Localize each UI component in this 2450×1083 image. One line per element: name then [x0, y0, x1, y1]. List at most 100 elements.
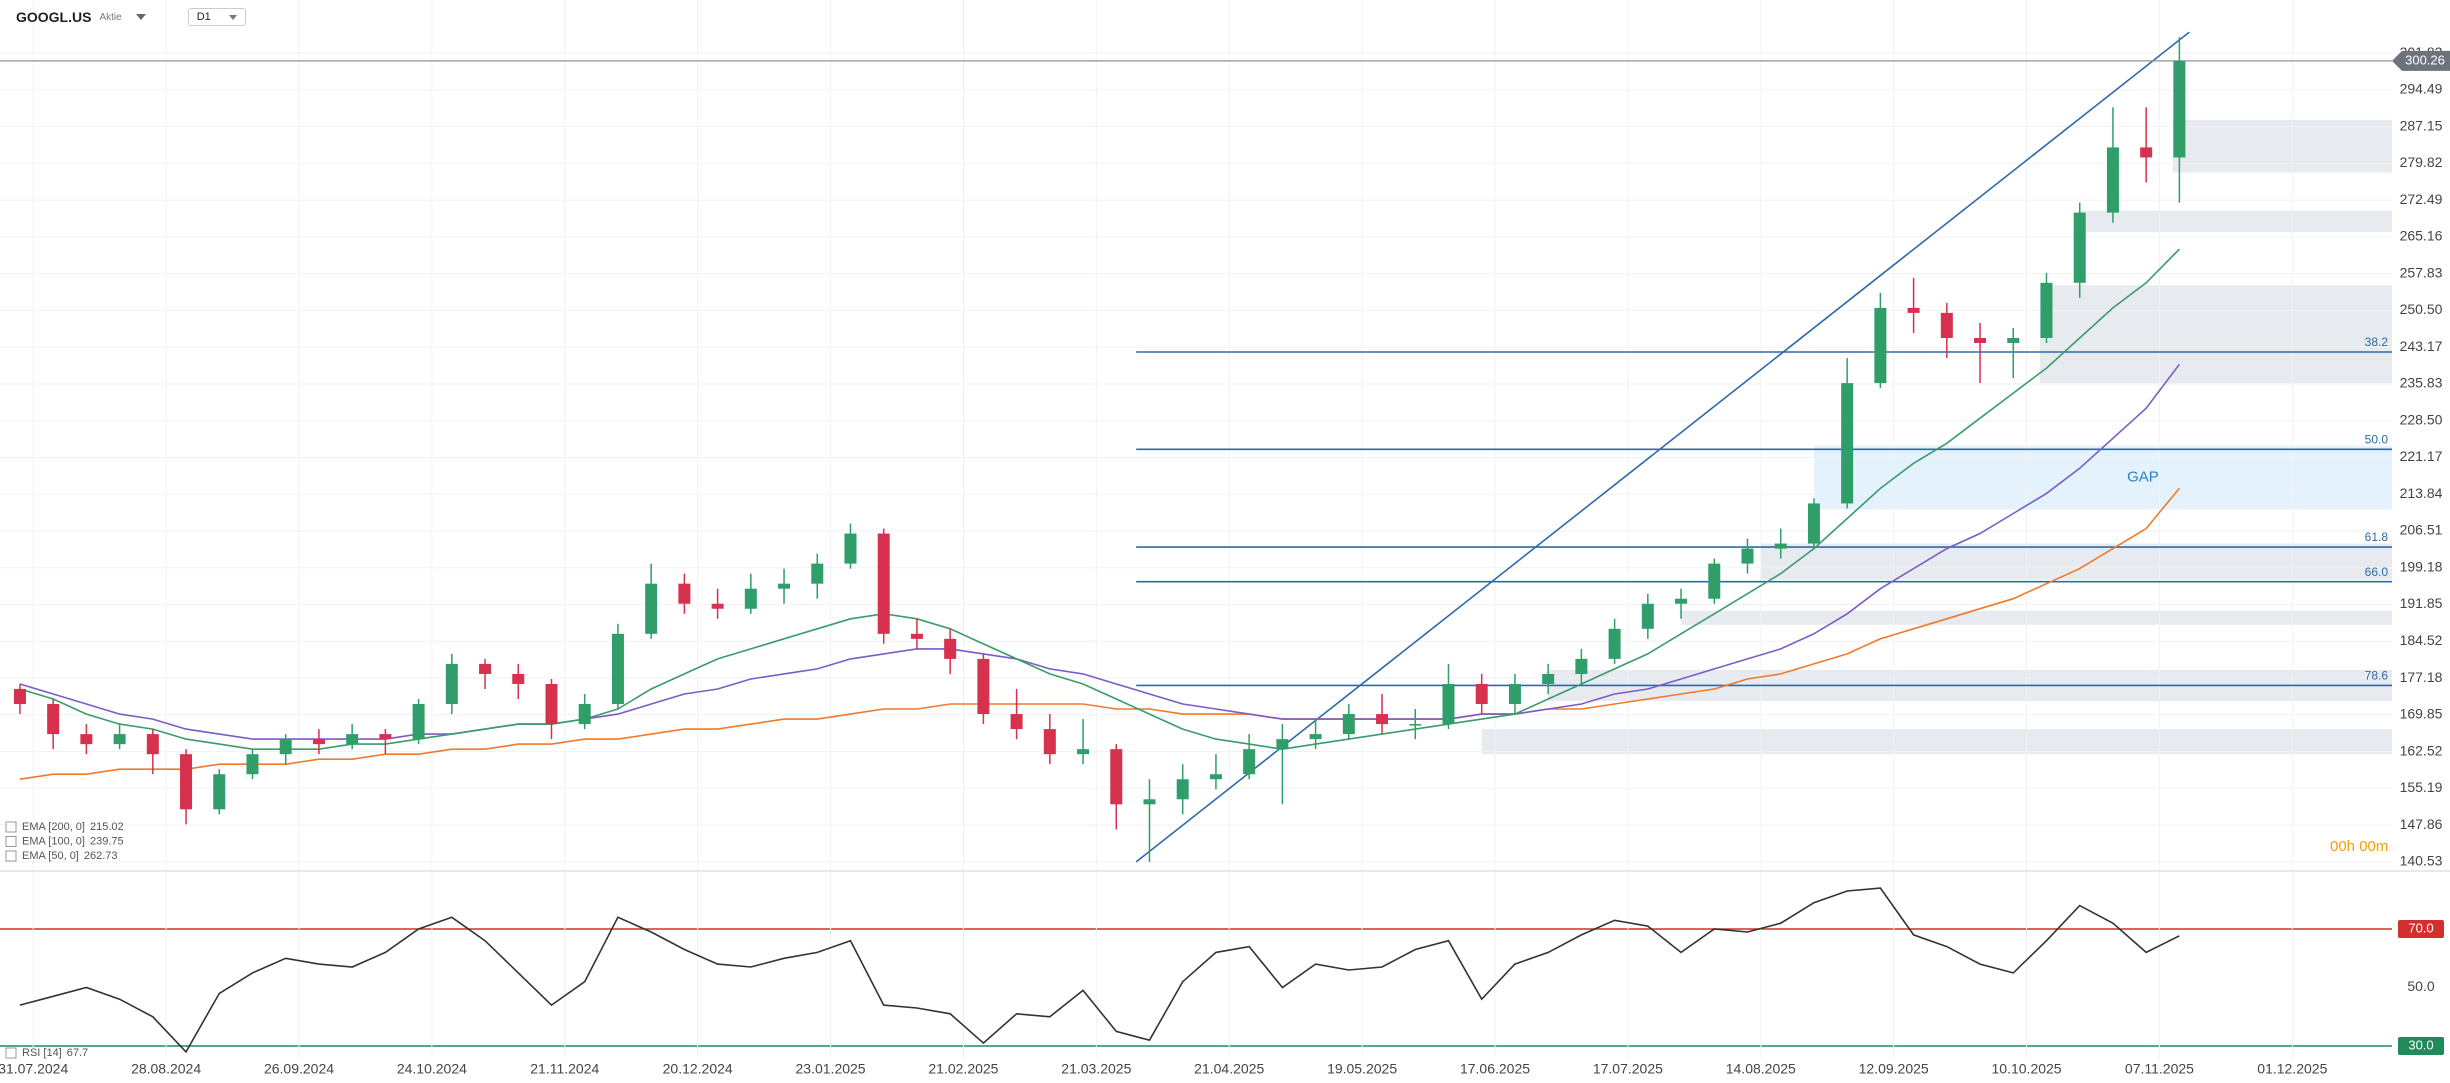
y-tick-label: 228.50 — [2400, 411, 2443, 427]
y-tick-label: 250.50 — [2400, 301, 2443, 317]
candle-body — [1641, 603, 1654, 629]
candle-body — [2040, 282, 2053, 338]
y-tick-label: 272.49 — [2400, 191, 2443, 207]
y-tick-label: 155.19 — [2400, 779, 2443, 795]
candle-body — [180, 754, 193, 810]
legend-icon — [5, 1047, 17, 1059]
candle-body — [1974, 337, 1987, 343]
fib-label: 38.2 — [2365, 335, 2389, 349]
candle-body — [1110, 749, 1123, 805]
y-tick-label: 206.51 — [2400, 522, 2443, 538]
candle-body — [1774, 543, 1787, 549]
candle-body — [1475, 683, 1488, 705]
candle-body — [312, 739, 325, 745]
candle-body — [944, 638, 957, 659]
candle-body — [1675, 598, 1688, 604]
y-tick-label: 235.83 — [2400, 375, 2443, 391]
candle-body — [2140, 147, 2153, 158]
candle-body — [811, 563, 824, 584]
candle-body — [246, 754, 259, 775]
candle-body — [1874, 307, 1887, 384]
candle-body — [113, 734, 126, 745]
symbol-dropdown[interactable] — [135, 14, 146, 20]
legend-value: 239.75 — [90, 835, 124, 847]
candle-body — [611, 633, 624, 705]
x-tick-label: 24.10.2024 — [397, 1061, 467, 1077]
x-tick-label: 19.05.2025 — [1327, 1061, 1397, 1077]
lines-layer — [19, 248, 2181, 1054]
candle-body — [1243, 749, 1256, 775]
candle-body — [13, 688, 26, 705]
legend-icon — [5, 836, 17, 847]
candle-body — [1741, 548, 1754, 564]
x-tick-label: 07.11.2025 — [2125, 1061, 2194, 1077]
candle-body — [711, 603, 724, 609]
candle-body — [80, 734, 93, 745]
marks-layer — [13, 37, 2186, 862]
candle-body — [479, 663, 492, 674]
trend-line — [1135, 31, 2190, 863]
y-tick-label: 287.15 — [2400, 117, 2443, 133]
zone — [1481, 729, 2392, 755]
y-tick-label: 213.84 — [2400, 485, 2443, 501]
legend-value: 67.7 — [67, 1047, 88, 1059]
candle-body — [1708, 563, 1721, 599]
x-tick-label: 21.04.2025 — [1194, 1061, 1264, 1077]
y-tick-label: 50.0 — [2407, 978, 2434, 994]
x-tick-label: 21.11.2024 — [530, 1061, 599, 1077]
legend-name: EMA [200, 0] — [22, 821, 85, 833]
y-tick-label: 199.18 — [2400, 558, 2443, 574]
candle-body — [512, 673, 525, 684]
legend-icon — [5, 821, 17, 833]
y-tick-label: 169.85 — [2400, 706, 2443, 722]
candle-body — [645, 583, 658, 634]
candle-body — [146, 734, 159, 755]
x-tick-label: 28.08.2024 — [131, 1061, 201, 1077]
candle-body — [346, 734, 359, 745]
candle-body — [1907, 307, 1920, 313]
y-tick-label: 162.52 — [2400, 742, 2443, 758]
legend-entry: EMA [100, 0] 239.75 — [22, 835, 124, 847]
candle-body — [545, 683, 558, 725]
legend-entry: EMA [50, 0] 262.73 — [22, 850, 118, 862]
x-tick-label: 01.12.2025 — [2257, 1061, 2327, 1077]
candle-body — [1508, 683, 1521, 705]
fib-label: 50.0 — [2365, 432, 2389, 446]
gap-label: GAP — [2127, 469, 2159, 486]
candle-body — [2007, 337, 2020, 343]
legend-name: EMA [50, 0] — [22, 850, 79, 862]
candle-body — [1376, 714, 1389, 725]
legend-name: RSI [14] — [22, 1047, 62, 1059]
indicator-line — [19, 487, 2181, 780]
timeframe-select[interactable]: D1 — [187, 8, 246, 26]
candle-body — [2073, 212, 2086, 283]
y-tick-box — [2398, 1037, 2444, 1056]
y-tick-label: 147.86 — [2400, 816, 2443, 832]
candle-body — [2106, 147, 2119, 213]
candle-body — [47, 704, 60, 735]
symbol[interactable]: GOOGL.US — [16, 9, 92, 25]
y-tick-label: 221.17 — [2400, 448, 2443, 464]
legend-value: 215.02 — [90, 821, 124, 833]
x-tick-label: 10.10.2025 — [1992, 1061, 2062, 1077]
candle-body — [678, 583, 691, 604]
legend-icon — [5, 850, 17, 862]
fib-label: 61.8 — [2365, 530, 2389, 544]
candle-body — [578, 704, 591, 725]
candle-body — [844, 533, 857, 564]
asset-class: Aktie — [99, 11, 122, 23]
y-tick-label: 70.0 — [2408, 920, 2433, 935]
overlay-layer — [0, 31, 2392, 863]
zone — [2172, 119, 2392, 173]
current-price-label: 300.26 — [2405, 52, 2445, 67]
legend-entry: RSI [14] 67.7 — [22, 1047, 88, 1059]
candle-body — [2173, 60, 2186, 158]
candle-body — [1841, 383, 1854, 504]
y-tick-label: 279.82 — [2400, 154, 2443, 170]
x-tick-label: 17.07.2025 — [1593, 1061, 1663, 1077]
legend-name: EMA [100, 0] — [22, 835, 85, 847]
y-tick-label: 265.16 — [2400, 228, 2443, 244]
y-tick-label: 257.83 — [2400, 264, 2443, 280]
candle-body — [1176, 779, 1189, 800]
candle-body — [445, 663, 458, 705]
